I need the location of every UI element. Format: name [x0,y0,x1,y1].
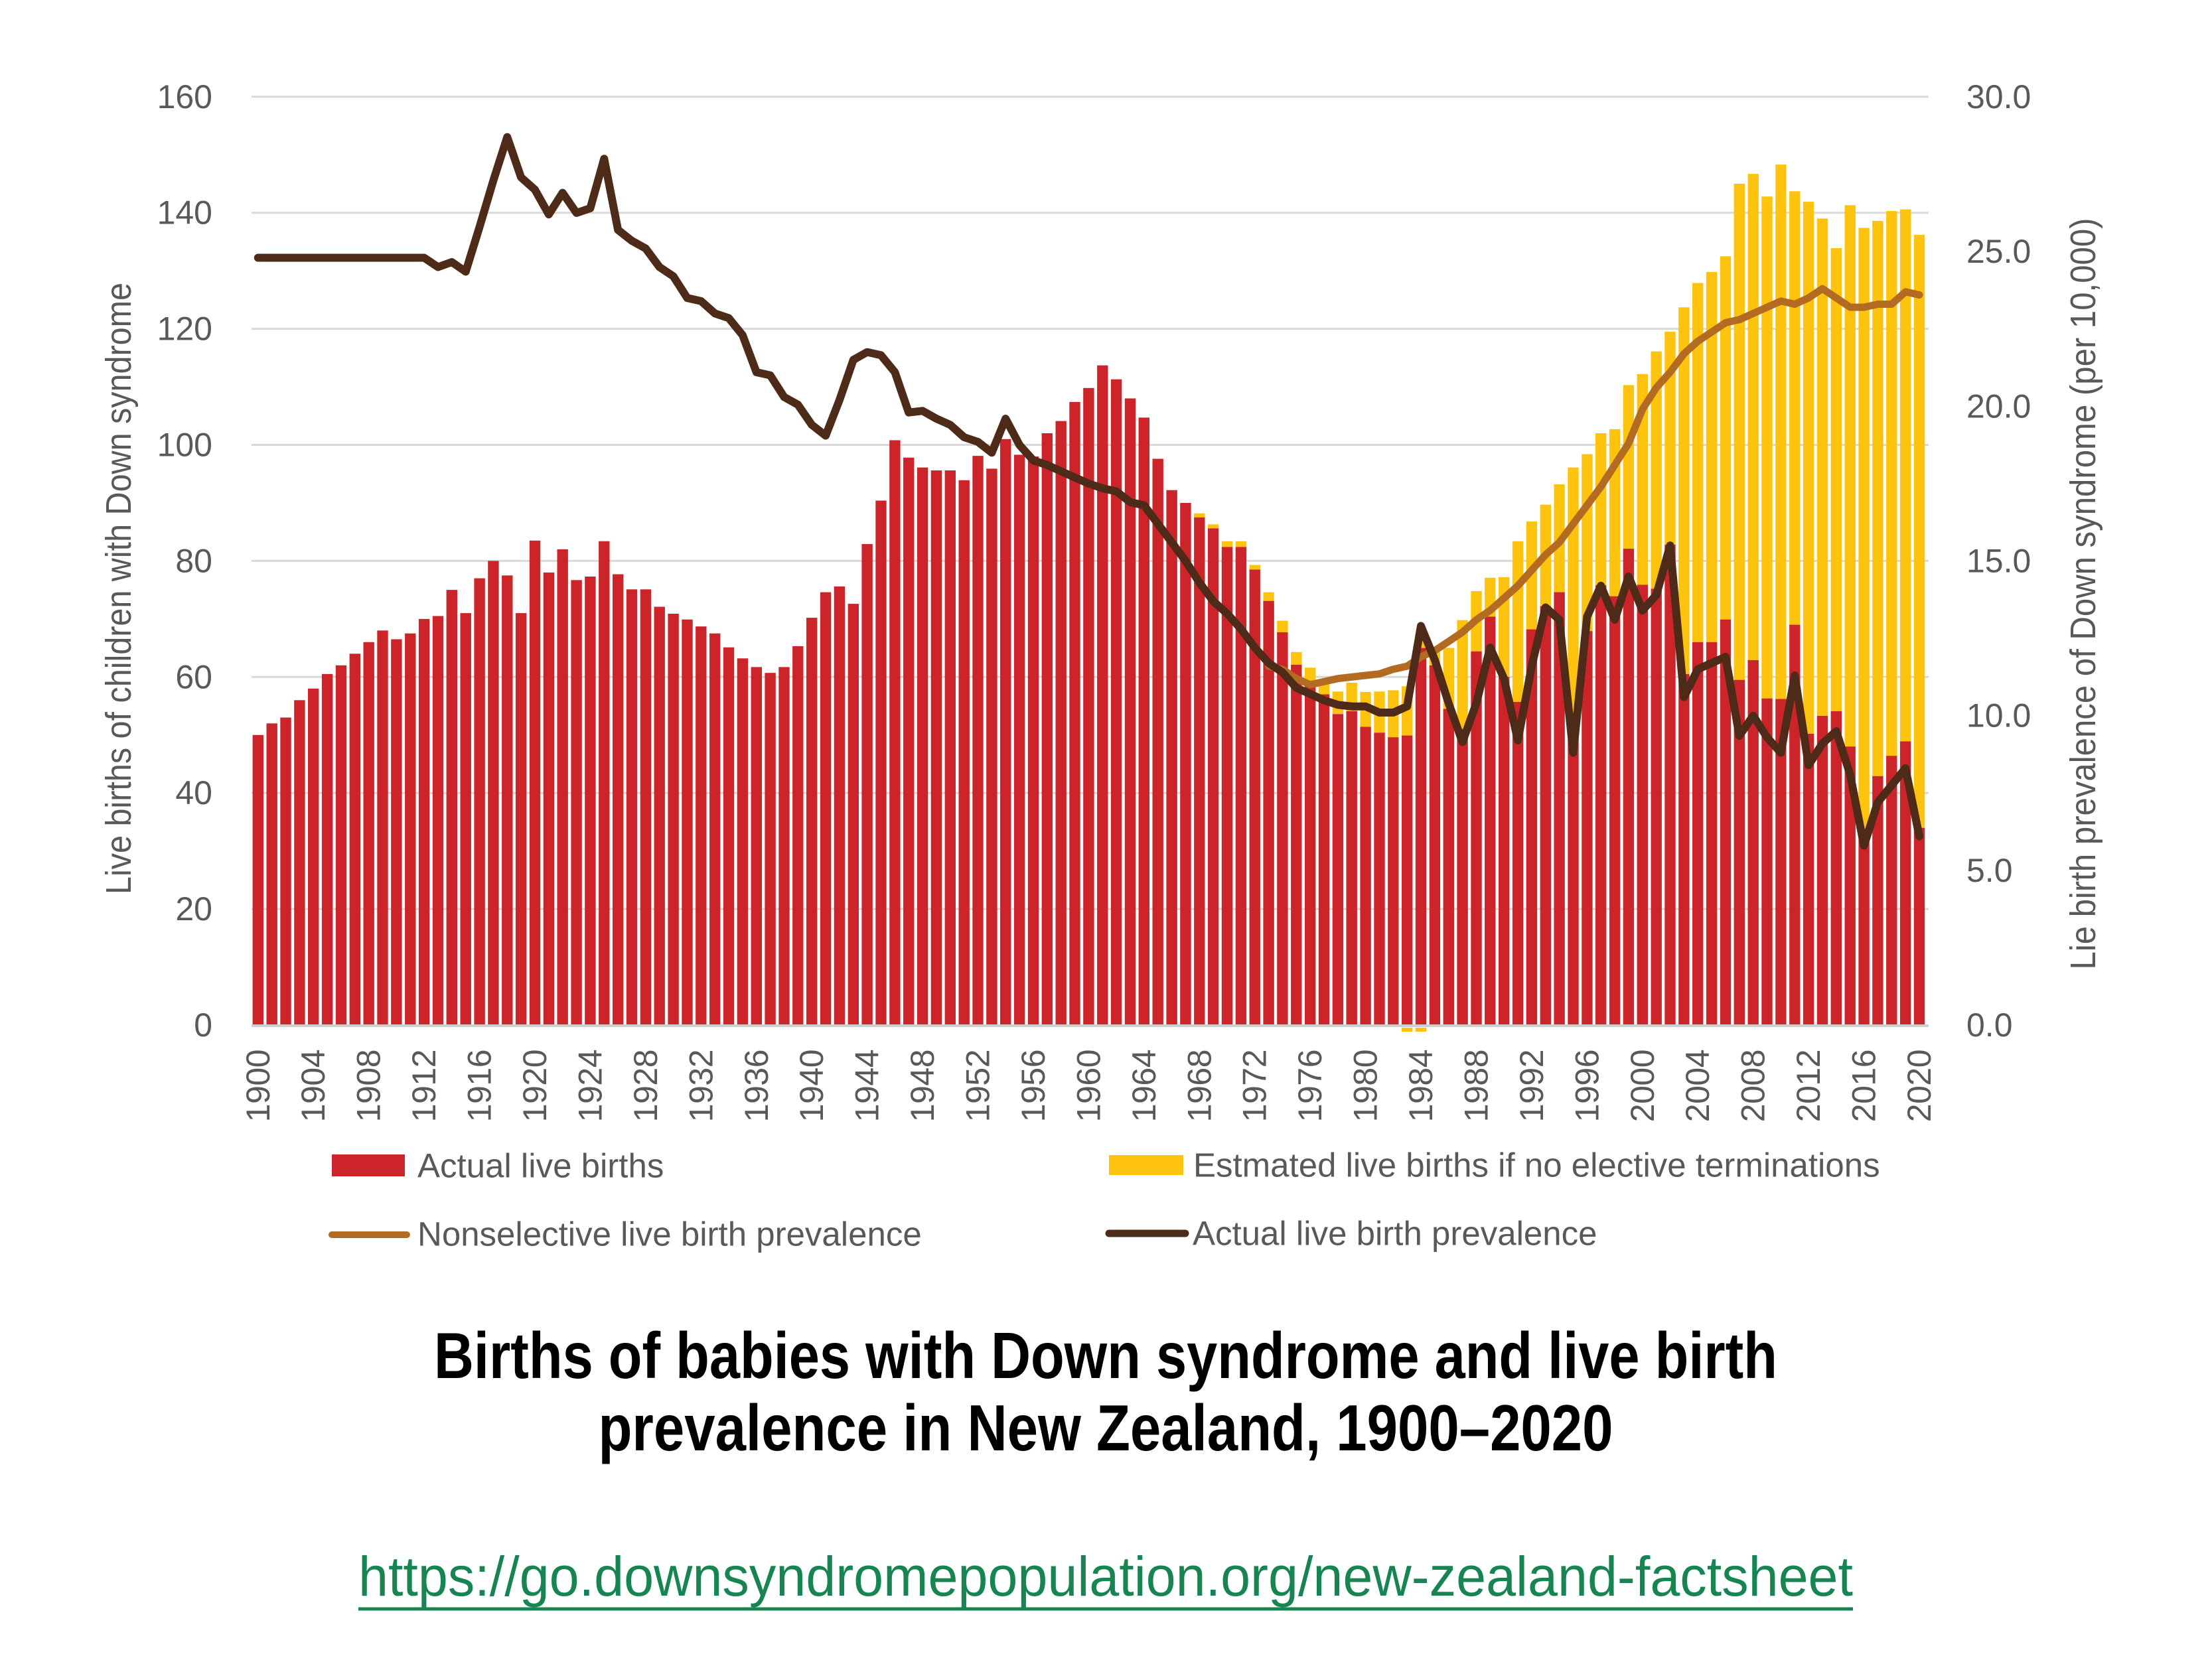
svg-text:prevalence in New Zealand, 190: prevalence in New Zealand, 1900–2020 [599,1391,1613,1464]
svg-text:25.0: 25.0 [1966,233,2031,270]
svg-text:160: 160 [157,78,212,115]
svg-text:1944: 1944 [849,1050,886,1122]
svg-text:1964: 1964 [1126,1050,1163,1122]
svg-text:20.0: 20.0 [1966,387,2031,425]
svg-text:Actual live birth prevalence: Actual live birth prevalence [1193,1215,1597,1253]
svg-text:Live births of children with D: Live births of children with Down syndro… [99,283,139,894]
svg-text:40: 40 [175,774,212,811]
svg-text:1972: 1972 [1236,1050,1274,1122]
svg-text:1908: 1908 [350,1050,388,1122]
svg-text:1996: 1996 [1568,1050,1605,1122]
svg-text:1960: 1960 [1070,1050,1107,1122]
svg-text:100: 100 [157,427,212,464]
svg-text:1988: 1988 [1458,1050,1495,1122]
svg-text:1900: 1900 [240,1050,277,1122]
svg-text:1932: 1932 [682,1050,719,1122]
svg-text:2012: 2012 [1790,1050,1827,1122]
svg-text:15.0: 15.0 [1966,543,2031,580]
svg-text:140: 140 [157,194,212,232]
svg-text:1980: 1980 [1347,1050,1384,1122]
svg-text:1920: 1920 [516,1050,553,1122]
svg-text:1924: 1924 [571,1050,609,1122]
svg-text:30.0: 30.0 [1966,78,2031,115]
svg-text:5.0: 5.0 [1966,852,2013,889]
svg-text:1948: 1948 [904,1050,941,1122]
svg-text:2008: 2008 [1735,1050,1772,1122]
svg-text:0: 0 [194,1006,212,1044]
svg-text:2016: 2016 [1846,1050,1883,1122]
svg-text:Actual live births: Actual live births [417,1147,664,1185]
svg-text:1912: 1912 [406,1050,443,1122]
svg-text:1928: 1928 [627,1050,664,1122]
svg-text:0.0: 0.0 [1966,1006,2013,1044]
svg-text:20: 20 [175,890,212,928]
svg-text:1956: 1956 [1015,1050,1052,1122]
svg-text:Estmated live births if no ele: Estmated live births if no elective term… [1193,1146,1880,1184]
svg-text:1976: 1976 [1291,1050,1329,1122]
svg-text:2020: 2020 [1901,1050,1938,1122]
svg-text:Births of babies with Down syn: Births of babies with Down syndrome and … [434,1319,1777,1392]
svg-text:1952: 1952 [960,1050,997,1122]
svg-text:1936: 1936 [738,1050,775,1122]
svg-text:1904: 1904 [295,1050,332,1122]
svg-text:https://go.downsyndromepopulat: https://go.downsyndromepopulation.org/ne… [358,1545,1853,1608]
svg-text:1992: 1992 [1513,1050,1550,1122]
svg-text:10.0: 10.0 [1966,697,2031,734]
svg-text:120: 120 [157,311,212,348]
svg-text:Lie birth prevalence of Down s: Lie birth prevalence of Down syndrome (p… [2063,218,2103,970]
svg-text:1968: 1968 [1181,1050,1218,1122]
svg-text:1916: 1916 [461,1050,498,1122]
svg-text:1940: 1940 [793,1050,830,1122]
svg-text:2004: 2004 [1679,1050,1716,1122]
svg-text:60: 60 [175,658,212,695]
svg-text:80: 80 [175,542,212,579]
svg-text:2000: 2000 [1624,1050,1661,1122]
svg-text:Nonselective live birth preval: Nonselective live birth prevalence [417,1215,922,1253]
svg-text:1984: 1984 [1402,1050,1439,1122]
